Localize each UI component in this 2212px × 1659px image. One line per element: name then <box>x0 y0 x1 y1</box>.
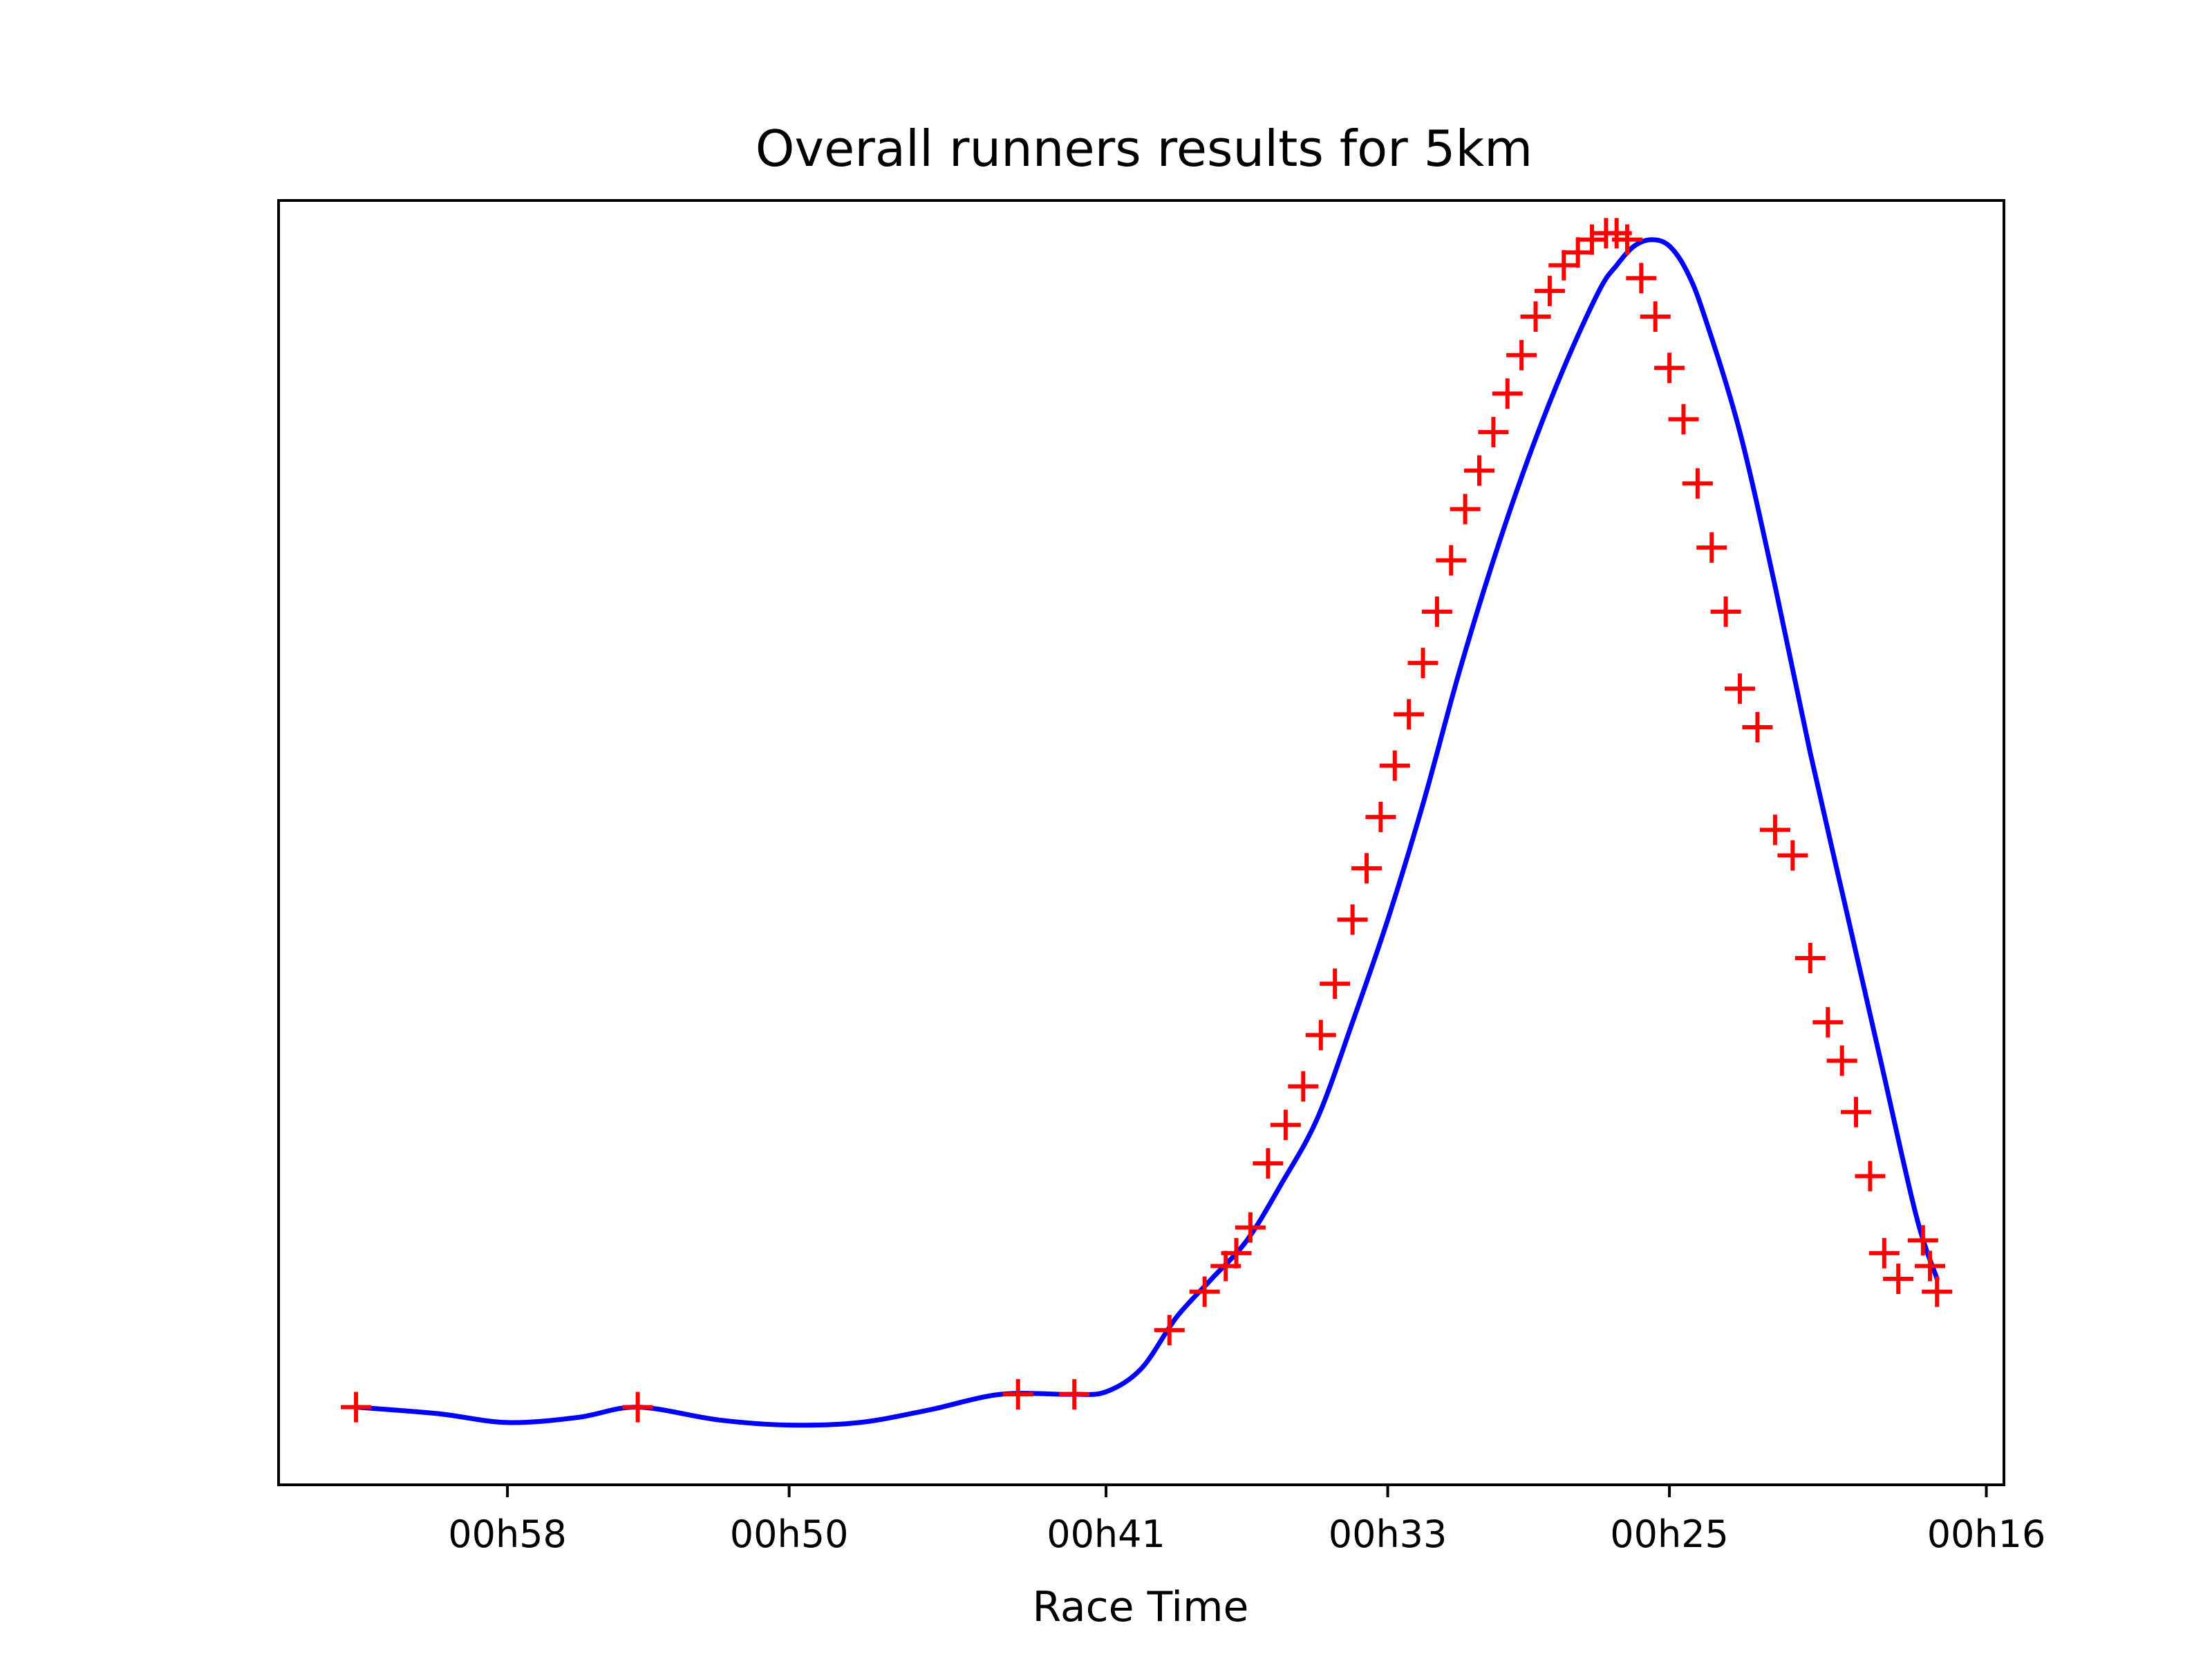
data-point-marker <box>1534 275 1565 306</box>
data-point-marker <box>1464 455 1495 486</box>
data-point-marker <box>1883 1264 1914 1295</box>
data-point-marker <box>622 1391 653 1423</box>
data-point-marker <box>1682 468 1713 499</box>
fit-curve <box>353 237 1940 1428</box>
plot-area <box>341 218 1953 1428</box>
data-point-marker <box>1270 1109 1301 1141</box>
data-point-marker <box>1365 801 1396 832</box>
data-point-marker <box>1305 1020 1336 1051</box>
data-point-marker <box>1492 378 1523 409</box>
data-point-marker <box>1548 250 1580 281</box>
data-point-marker <box>1907 1225 1938 1256</box>
data-point-marker <box>1478 417 1509 448</box>
data-point-marker <box>1915 1250 1946 1282</box>
data-point-marker <box>1777 840 1808 871</box>
data-point-marker <box>1742 711 1773 742</box>
plot-frame <box>277 199 2005 1486</box>
data-point-marker <box>1351 853 1382 884</box>
x-tick-label: 00h16 <box>1927 1512 2046 1556</box>
x-tick-label: 00h33 <box>1329 1512 1447 1556</box>
x-tick-label: 00h41 <box>1047 1512 1165 1556</box>
data-point-marker <box>1253 1148 1284 1179</box>
data-point-marker <box>1794 943 1826 974</box>
data-point-marker <box>1394 699 1425 730</box>
x-axis: 00h58 00h50 00h41 00h33 00h25 00h16 <box>448 1485 2045 1556</box>
x-tick-label: 00h50 <box>730 1512 849 1556</box>
data-point-marker <box>1379 750 1410 781</box>
data-point-marker <box>1640 301 1671 332</box>
data-point-marker <box>1922 1276 1953 1307</box>
data-point-marker <box>1759 814 1790 845</box>
data-point-marker <box>1288 1071 1319 1102</box>
data-point-marker <box>1450 494 1481 525</box>
data-point-marker <box>1189 1276 1220 1307</box>
data-point-marker <box>1337 904 1368 935</box>
data-point-marker <box>1841 1096 1872 1127</box>
data-point-marker <box>1812 1006 1844 1038</box>
x-tick-label: 00h25 <box>1610 1512 1729 1556</box>
x-tick-label: 00h58 <box>448 1512 567 1556</box>
data-point-marker <box>1520 301 1551 332</box>
data-point-marker <box>1577 224 1608 255</box>
data-point-marker <box>1221 1237 1252 1268</box>
data-point-marker <box>1696 532 1727 563</box>
data-point-marker <box>1855 1161 1886 1192</box>
data-point-marker <box>1407 648 1438 679</box>
data-point-marker <box>1059 1379 1090 1410</box>
data-point-marker <box>1611 224 1642 255</box>
data-point-marker <box>341 1391 372 1423</box>
data-point-marker <box>1154 1315 1185 1346</box>
data-point-marker <box>1235 1212 1266 1243</box>
data-point-marker <box>1320 968 1351 1000</box>
data-point-marker <box>1562 237 1593 268</box>
data-point-marker <box>1826 1045 1857 1076</box>
data-point-marker <box>1710 596 1741 627</box>
data-point-marker <box>1654 353 1685 384</box>
data-point-marker <box>1724 673 1755 704</box>
data-point-marker <box>1668 404 1699 435</box>
data-point-marker <box>1002 1379 1033 1410</box>
data-point-marker <box>1436 545 1467 576</box>
chart-title: Overall runners results for 5km <box>756 120 1533 178</box>
data-point-marker <box>1421 596 1452 627</box>
data-point-marker <box>1868 1237 1900 1268</box>
data-point-marker <box>1626 263 1657 294</box>
data-point-marker <box>1506 339 1537 371</box>
x-axis-label: Race Time <box>1033 1583 1249 1631</box>
